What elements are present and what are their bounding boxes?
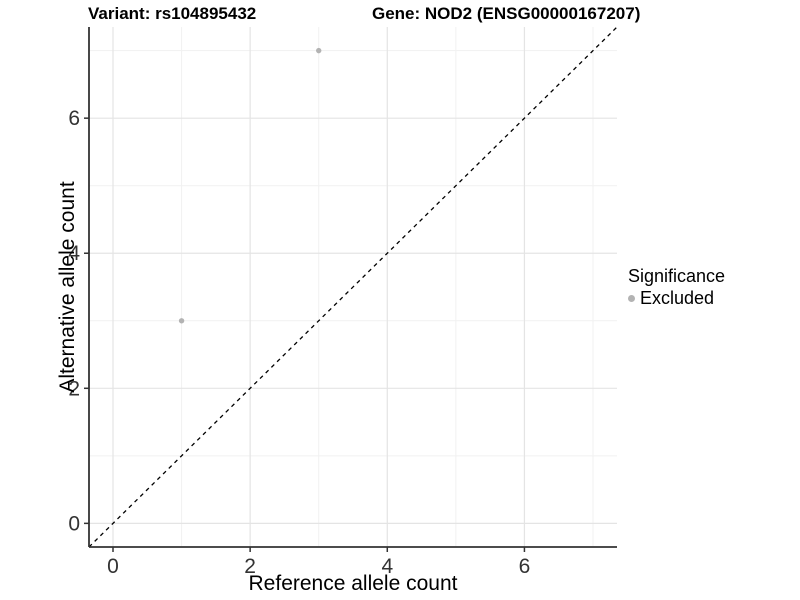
- x-tick-label: 0: [107, 555, 119, 578]
- legend-entry: Excluded: [628, 288, 725, 308]
- legend: Significance Excluded: [628, 266, 725, 308]
- x-axis-title: Reference allele count: [249, 572, 458, 595]
- y-tick-label: 4: [68, 242, 80, 265]
- x-tick-label: 2: [244, 555, 256, 578]
- legend-entry-label: Excluded: [640, 288, 715, 308]
- variant-title: Variant: rs104895432: [88, 4, 257, 23]
- gene-title: Gene: NOD2 (ENSG00000167207): [372, 4, 641, 23]
- data-point: [178, 318, 185, 324]
- x-tick-label: 4: [381, 555, 393, 578]
- x-tick-label: 6: [519, 555, 531, 578]
- y-tick-label: 2: [68, 377, 80, 400]
- y-tick-label: 6: [68, 107, 80, 130]
- legend-title: Significance: [628, 266, 726, 286]
- data-layer: [88, 26, 618, 548]
- legend-point-icon: [628, 294, 635, 302]
- axis-layer: 0 2 4 6 0 2 4 6: [68, 27, 617, 578]
- identity-dashed-line: [88, 26, 618, 548]
- grid-layer: [89, 27, 617, 547]
- y-axis-title: Alternative allele count: [56, 181, 79, 392]
- y-tick-label: 0: [68, 512, 80, 535]
- data-point: [316, 47, 322, 54]
